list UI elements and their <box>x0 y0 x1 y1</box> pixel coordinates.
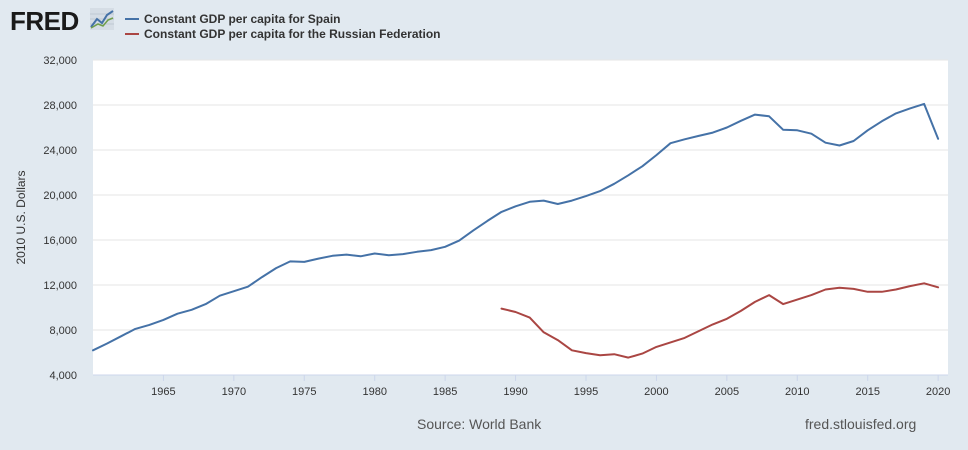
x-tick-label: 2005 <box>715 386 739 398</box>
chart-area: 4,000 8,000 12,000 16,000 20,000 24,000 28,000… <box>0 52 968 407</box>
plot-background <box>93 60 948 375</box>
y-axis-title: 2010 U.S. Dollars <box>14 170 28 264</box>
y-tick-label: 20,000 <box>43 190 77 202</box>
fred-logo[interactable]: FRED <box>10 6 79 36</box>
x-tick-label: 1990 <box>503 386 527 398</box>
x-tick-label: 2010 <box>785 386 809 398</box>
x-tick-label: 2000 <box>644 386 668 398</box>
chart-header: FRED Constant GDP per capita for Spain C… <box>0 0 968 52</box>
y-tick-label: 32,000 <box>43 55 77 67</box>
legend-item-spain[interactable]: Constant GDP per capita for Spain <box>125 11 441 26</box>
y-tick-label: 24,000 <box>43 145 77 157</box>
series-line-russia[interactable] <box>500 282 940 359</box>
source-note: Source: World Bank <box>417 416 542 432</box>
x-tick-label: 2020 <box>926 386 950 398</box>
y-tick-label: 12,000 <box>43 280 77 292</box>
x-tick-label: 1985 <box>433 386 457 398</box>
trend-line-graph-icon <box>90 8 114 30</box>
x-tick-label: 1970 <box>222 386 246 398</box>
y-tick-label: 4,000 <box>49 370 77 382</box>
y-tick-label: 28,000 <box>43 100 77 112</box>
legend-swatch-spain <box>125 17 139 20</box>
x-tick-label: 1995 <box>574 386 598 398</box>
x-tick-label: 2015 <box>855 386 879 398</box>
y-tick-label: 8,000 <box>49 325 77 337</box>
x-tick-label: 1980 <box>362 386 386 398</box>
series-line-spain[interactable] <box>92 102 940 352</box>
x-tick-label: 1975 <box>292 386 316 398</box>
line-chart[interactable]: 4,000 8,000 12,000 16,000 20,000 24,000 28,000… <box>0 52 968 402</box>
chart-legend: Constant GDP per capita for Spain Consta… <box>125 11 441 41</box>
legend-item-russia[interactable]: Constant GDP per capita for the Russian … <box>125 26 441 41</box>
legend-swatch-russia <box>125 32 139 35</box>
fred-url[interactable]: fred.stlouisfed.org <box>805 416 917 432</box>
legend-label-russia: Constant GDP per capita for the Russian … <box>144 26 441 41</box>
x-tick-label: 1965 <box>151 386 175 398</box>
legend-label-spain: Constant GDP per capita for Spain <box>144 11 341 26</box>
y-tick-label: 16,000 <box>43 235 77 247</box>
